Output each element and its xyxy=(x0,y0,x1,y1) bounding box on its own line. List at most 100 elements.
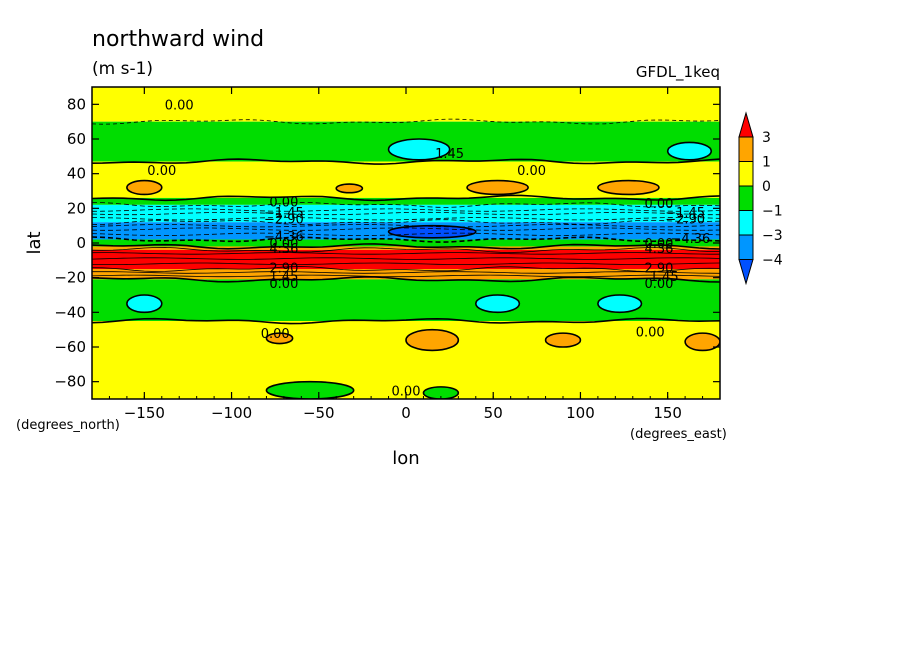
colorbar: 3 1 0 −1 −3 −4 xyxy=(738,111,783,286)
colorbar-bin-5 xyxy=(738,234,754,260)
colorbar-bin-1 xyxy=(738,136,754,162)
contour-line-3 xyxy=(92,201,720,208)
y-tick-label-7: −60 xyxy=(54,338,86,356)
contour-label-8: 0.00 xyxy=(269,237,298,252)
contour-patch-13 xyxy=(684,332,720,352)
colorbar-arrow-top xyxy=(738,111,754,138)
contour-label-19: 4.36 xyxy=(644,242,673,257)
contour-line-solid-3 xyxy=(92,271,720,274)
y-tick-label-2: 40 xyxy=(67,165,86,183)
x-tick-label-0: −150 xyxy=(124,404,165,422)
y-unit-label: (degrees_north) xyxy=(16,418,120,433)
lat-band-3 xyxy=(92,197,720,205)
colorbar-bin-4 xyxy=(738,210,754,236)
contour-patch-2 xyxy=(466,179,529,196)
contour-label-14: 0.00 xyxy=(644,197,673,212)
contour-line-9 xyxy=(92,276,720,283)
x-tick-label-5: 100 xyxy=(566,404,595,422)
lat-band-7 xyxy=(92,246,720,250)
contour-line-dashed-2 xyxy=(92,224,720,228)
contour-patch-0 xyxy=(126,179,163,196)
contour-line-solid-4 xyxy=(92,274,720,278)
contour-patch-14 xyxy=(265,380,355,399)
contour-label-2: 1.45 xyxy=(435,147,464,162)
contour-patch-6 xyxy=(387,224,477,239)
contour-label-6: −2.90 xyxy=(264,213,304,228)
contour-line-2 xyxy=(92,194,720,202)
contour-patch-11 xyxy=(265,332,294,345)
y-axis-label: lat xyxy=(24,231,45,254)
contour-label-11: 1.45 xyxy=(269,270,298,285)
contour-patch-5 xyxy=(666,141,713,161)
contour-line-dashed-3 xyxy=(92,217,720,221)
colorbar-label-0: 3 xyxy=(762,130,771,146)
contour-label-17: −4.36 xyxy=(670,232,710,247)
lat-band-4 xyxy=(92,204,720,223)
contour-patch-1 xyxy=(335,183,364,194)
contour-patch-7 xyxy=(126,294,163,314)
y-tick-label-0: 80 xyxy=(67,95,86,113)
contour-patch-4 xyxy=(387,138,451,161)
contour-label-24: 0.00 xyxy=(392,384,421,399)
lat-band-11 xyxy=(92,321,720,399)
contour-label-0: 0.00 xyxy=(165,98,194,113)
colorbar-bin-3 xyxy=(738,185,754,211)
contour-label-5: −1.45 xyxy=(264,206,304,221)
contour-line-dashed-0 xyxy=(92,232,720,236)
x-tick-label-6: 150 xyxy=(653,404,682,422)
contour-label-3: 0.00 xyxy=(517,164,546,179)
contour-patch-9 xyxy=(597,294,643,314)
contour-label-18: 0.00 xyxy=(644,237,673,252)
contour-line-solid-1 xyxy=(92,257,720,260)
contour-patch-12 xyxy=(544,332,582,348)
chart-units: (m s-1) xyxy=(92,59,153,79)
chart-title: northward wind xyxy=(92,27,264,52)
contour-label-15: −1.45 xyxy=(665,206,705,221)
plot-area: 0.000.001.450.000.00−1.45−2.90−4.360.004… xyxy=(92,87,720,399)
contour-patch-8 xyxy=(474,294,521,314)
contour-label-12: 0.00 xyxy=(269,277,298,292)
contour-line-dashed-4 xyxy=(92,211,720,216)
contour-patch-10 xyxy=(405,328,460,352)
contour-label-22: 0.00 xyxy=(644,277,673,292)
colorbar-arrow-bottom xyxy=(738,259,754,286)
contour-label-7: −4.36 xyxy=(264,230,304,245)
x-tick-label-2: −50 xyxy=(303,404,335,422)
colorbar-label-3: −1 xyxy=(762,204,783,220)
lat-band-6 xyxy=(92,239,720,247)
contour-line-8 xyxy=(92,266,720,273)
contour-label-23: 0.00 xyxy=(636,325,665,340)
y-tick-label-3: 20 xyxy=(67,199,86,217)
contour-line-solid-0 xyxy=(92,252,720,255)
contour-line-6 xyxy=(92,243,720,250)
y-tick-label-8: −80 xyxy=(54,373,86,391)
x-tick-label-4: 50 xyxy=(484,404,503,422)
contour-label-1: 0.00 xyxy=(147,164,176,179)
contour-line-dashed-5 xyxy=(92,208,720,212)
contour-line-5 xyxy=(92,236,720,243)
x-unit-label: (degrees_east) xyxy=(630,427,727,442)
y-tick-label-4: 0 xyxy=(76,234,86,252)
contour-label-20: 2.90 xyxy=(644,261,673,276)
contour-label-21: 1.45 xyxy=(650,270,679,285)
contour-line-solid-2 xyxy=(92,262,720,265)
contour-label-4: 0.00 xyxy=(269,195,298,210)
contour-label-13: 0.00 xyxy=(261,327,290,342)
contour-line-1 xyxy=(92,158,720,165)
contour-line-dashed-1 xyxy=(92,227,720,231)
contour-line-10 xyxy=(92,317,720,325)
colorbar-label-2: 0 xyxy=(762,179,771,195)
y-tick-label-5: −20 xyxy=(54,269,86,287)
x-tick-label-1: −100 xyxy=(211,404,252,422)
x-axis-label: lon xyxy=(392,448,419,469)
colorbar-bin-2 xyxy=(738,161,754,187)
x-tick-label-3: 0 xyxy=(401,404,411,422)
contour-label-9: 4.36 xyxy=(269,242,298,257)
colorbar-label-1: 1 xyxy=(762,155,771,171)
contour-line-7 xyxy=(92,246,720,253)
contour-label-10: 2.90 xyxy=(269,261,298,276)
contour-label-16: −2.90 xyxy=(665,213,705,228)
colorbar-label-5: −4 xyxy=(762,253,783,269)
lat-band-9 xyxy=(92,269,720,280)
